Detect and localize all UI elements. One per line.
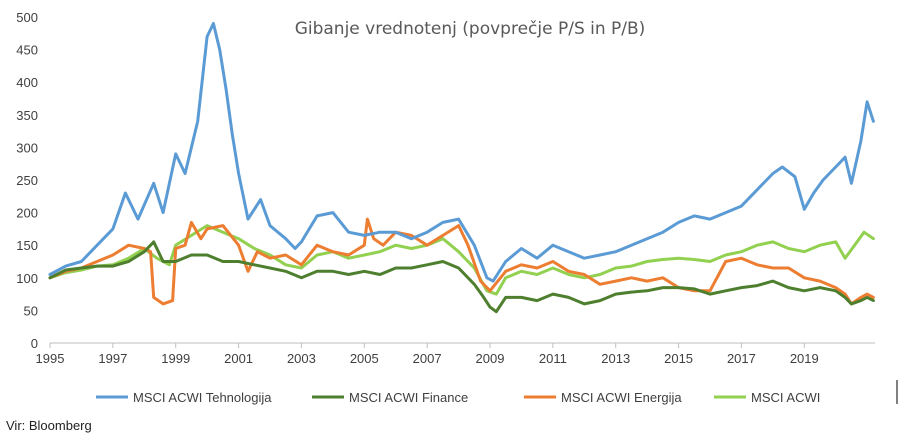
x-tick-label: 2009 [476, 351, 505, 366]
legend-label: MSCI ACWI Finance [349, 390, 468, 405]
series-line-1 [48, 240, 875, 314]
legend-label: MSCI ACWI [751, 390, 820, 405]
y-tick-label: 350 [16, 108, 38, 123]
y-tick-label: 400 [16, 75, 38, 90]
y-tick-label: 450 [16, 43, 38, 58]
x-tick-label: 2003 [287, 351, 316, 366]
x-tick-label: 2011 [539, 351, 567, 366]
chart-title: Gibanje vrednotenj (povprečje P/S in P/B… [295, 19, 646, 39]
x-tick-label: 2001 [224, 351, 253, 366]
series-line-2 [48, 217, 875, 306]
x-tick-label: 2005 [350, 351, 379, 366]
x-tick-label: 2007 [413, 351, 442, 366]
x-tick-label: 2013 [601, 351, 630, 366]
x-tick-label: 1997 [98, 351, 127, 366]
series-lines [48, 22, 875, 314]
y-tick-label: 200 [16, 206, 38, 221]
y-tick-label: 150 [16, 238, 38, 253]
x-tick-label: 2015 [664, 351, 693, 366]
x-tick-label: 2017 [727, 351, 756, 366]
series-line-3 [48, 224, 875, 296]
legend: MSCI ACWI Tehnologija MSCI ACWI Finance MS… [96, 390, 820, 405]
y-tick-label: 300 [16, 140, 38, 155]
axes: 0 50 100 150 200 250 300 350 400 450 500 1995 1997 19… [16, 10, 875, 366]
y-tick-label: 500 [16, 10, 38, 25]
y-tick-label: 0 [31, 336, 38, 351]
y-tick-label: 100 [16, 271, 38, 286]
x-tick-label: 1995 [36, 351, 65, 366]
x-tick-label: 2019 [790, 351, 819, 366]
legend-label: MSCI ACWI Energija [561, 390, 682, 405]
y-tick-label: 50 [24, 303, 38, 318]
source-note: Vir: Bloomberg [6, 418, 92, 433]
x-tick-label: 1999 [161, 351, 190, 366]
legend-label: MSCI ACWI Tehnologija [133, 390, 272, 405]
series-line-0 [48, 22, 875, 283]
y-tick-label: 250 [16, 173, 38, 188]
